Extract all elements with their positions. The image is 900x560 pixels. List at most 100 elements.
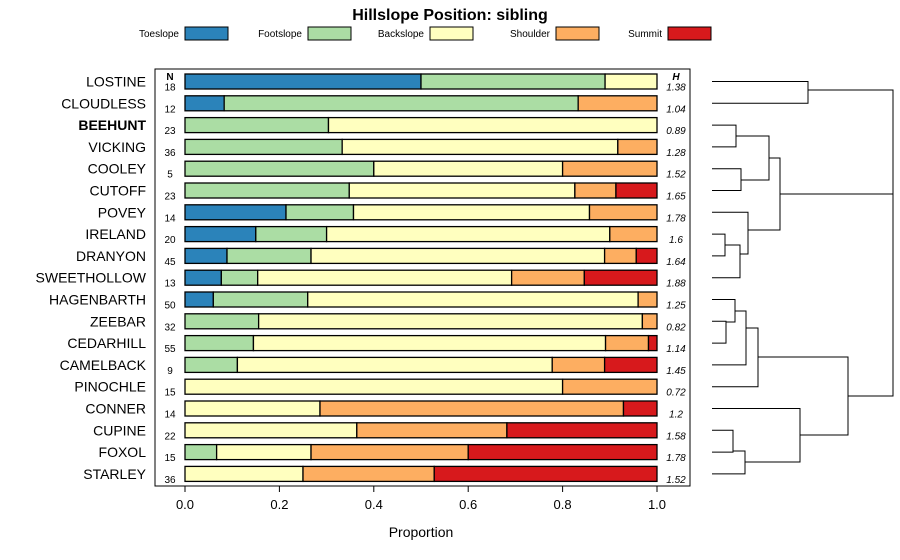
bar-hagenbarth-footslope [212, 291, 309, 308]
row-label-dranyon: DRANYON [76, 248, 146, 264]
n-value-vicking: 36 [164, 148, 176, 159]
row-label-foxol: FOXOL [99, 444, 147, 460]
bar-conner-summit [622, 400, 658, 417]
bar-ireland-toeslope [184, 225, 257, 243]
bar-pinochle-shoulder [561, 378, 658, 395]
h-value-dranyon: 1.64 [666, 257, 686, 268]
bar-zeebar-shoulder [641, 313, 658, 330]
plot-frame [154, 68, 691, 487]
row-label-cloudless: CLOUDLESS [61, 95, 146, 111]
row-label-cedarhill: CEDARHILL [67, 335, 146, 351]
bar-dranyon-summit [635, 247, 658, 265]
row-label-pinochle: PINOCHLE [74, 379, 146, 395]
bar-vicking-footslope [184, 138, 343, 156]
dendrogram-branch [712, 310, 747, 366]
dendrogram-branch [712, 211, 749, 255]
dendrogram-branch [712, 233, 726, 257]
n-value-conner: 14 [164, 410, 176, 421]
bar-cutoff-summit [615, 182, 658, 199]
h-column-header: H [672, 72, 680, 83]
bar-cedarhill-footslope [184, 334, 255, 352]
dendrogram [712, 81, 894, 475]
bar-conner-shoulder [319, 400, 625, 417]
bar-sweethollow-toeslope [184, 269, 222, 286]
dendrogram-branch [712, 408, 801, 463]
dendrogram-branch [808, 89, 894, 295]
bar-foxol-summit [467, 443, 658, 461]
row-label-povey: POVEY [98, 204, 147, 220]
h-value-starley: 1.52 [666, 475, 686, 486]
dendrogram-branch [712, 450, 746, 475]
n-value-foxol: 15 [164, 453, 176, 464]
n-value-cutoff: 23 [164, 192, 176, 203]
bar-povey-toeslope [184, 204, 287, 221]
dendrogram-branch [712, 81, 809, 104]
row-label-vicking: VICKING [88, 139, 146, 155]
bar-cupine-backslope [184, 422, 358, 439]
n-value-camelback: 9 [167, 366, 173, 377]
bar-cedarhill-backslope [252, 334, 607, 352]
h-value-zeebar: 0.82 [666, 322, 686, 333]
h-value-ireland: 1.6 [669, 235, 683, 246]
bar-dranyon-shoulder [603, 247, 637, 265]
bar-camelback-footslope [184, 356, 239, 374]
x-tick-label: 0.8 [554, 497, 572, 512]
bar-hagenbarth-toeslope [184, 291, 214, 308]
bar-vicking-shoulder [617, 138, 658, 156]
bar-lostine-backslope [604, 73, 658, 90]
n-value-cedarhill: 55 [164, 344, 176, 355]
h-value-cloudless: 1.04 [666, 104, 686, 115]
row-labels: LOSTINE CLOUDLESS BEEHUNT VICKING COOLEY CUTO… [36, 74, 147, 482]
bar-camelback-backslope [236, 356, 553, 374]
x-tick-label: 0.2 [270, 497, 288, 512]
n-value-dranyon: 45 [164, 257, 176, 268]
bar-lostine-toeslope [184, 73, 422, 90]
n-value-ireland: 20 [164, 235, 176, 246]
legend: Toeslope Footslope Backslope Shoulder Summit [139, 26, 712, 41]
x-axis: 0.0 0.2 0.4 0.6 0.8 1.0 [176, 486, 666, 512]
bar-cooley-backslope [373, 160, 564, 177]
h-value-povey: 1.78 [666, 213, 686, 224]
h-value-pinochle: 0.72 [666, 388, 686, 399]
bar-foxol-shoulder [310, 443, 469, 461]
bar-zeebar-backslope [257, 313, 644, 330]
legend-swatch-backslope [429, 26, 474, 41]
legend-swatch-shoulder [555, 26, 600, 41]
n-value-cupine: 22 [164, 431, 176, 442]
bar-cooley-footslope [184, 160, 375, 177]
dendrogram-branch [712, 244, 741, 279]
legend-label-shoulder: Shoulder [510, 29, 551, 40]
row-label-beehunt: BEEHUNT [78, 117, 146, 133]
bar-povey-shoulder [588, 204, 658, 221]
row-label-cooley: COOLEY [88, 161, 147, 177]
bar-sweethollow-backslope [257, 269, 513, 286]
legend-label-toeslope: Toeslope [139, 29, 179, 40]
x-axis-label: Proportion [389, 524, 454, 540]
n-value-beehunt: 23 [164, 126, 176, 137]
h-value-sweethollow: 1.88 [666, 279, 686, 290]
h-value-lostine: 1.38 [666, 83, 686, 94]
chart-title: Hillslope Position: sibling [352, 7, 548, 24]
h-value-cooley: 1.52 [666, 170, 686, 181]
bar-cutoff-shoulder [574, 182, 617, 199]
n-value-sweethollow: 13 [164, 279, 176, 290]
legend-label-summit: Summit [628, 29, 662, 40]
n-value-lostine: 18 [164, 83, 176, 94]
row-label-sweethollow: SWEETHOLLOW [36, 270, 147, 286]
dendrogram-branch [758, 356, 849, 436]
legend-label-backslope: Backslope [378, 29, 425, 40]
n-labels: 18 12 23 36 5 23 14 20 45 13 50 32 55 9 15 14 22 15 36 [164, 83, 176, 486]
bar-cloudless-shoulder [577, 95, 658, 112]
dendrogram-branch [748, 157, 781, 231]
row-label-cupine: CUPINE [93, 422, 146, 438]
bar-foxol-footslope [184, 443, 218, 461]
bar-starley-shoulder [302, 465, 435, 483]
bar-beehunt-backslope [327, 116, 658, 134]
h-value-camelback: 1.45 [666, 366, 686, 377]
row-label-ireland: IRELAND [85, 226, 146, 242]
bar-camelback-summit [603, 356, 658, 374]
row-label-hagenbarth: HAGENBARTH [49, 292, 146, 308]
bar-sweethollow-footslope [220, 269, 259, 286]
dendrogram-branch [712, 429, 734, 453]
bar-cloudless-footslope [223, 95, 579, 112]
